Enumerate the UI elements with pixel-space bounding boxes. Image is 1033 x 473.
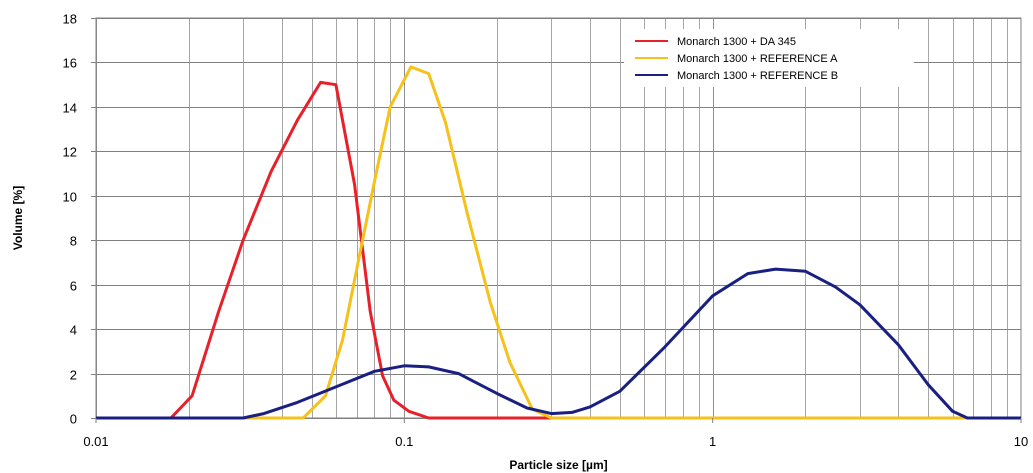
x-tick-label: 10 [1014, 434, 1028, 449]
y-tick-label: 2 [70, 368, 77, 383]
axes: 0 2 4 6 8 10 12 14 16 18 0.01 0.1 1 10 [63, 12, 1029, 450]
legend-label-1: Monarch 1300 + DA 345 [677, 36, 796, 48]
x-tick-label: 0.01 [83, 434, 108, 449]
y-tick-label: 0 [70, 412, 77, 427]
x-tick-label: 1 [709, 434, 716, 449]
legend: Monarch 1300 + DA 345 Monarch 1300 + REFE… [624, 29, 914, 87]
y-tick-label: 16 [63, 56, 77, 71]
legend-label-2: Monarch 1300 + REFERENCE A [677, 53, 838, 65]
y-tick-label: 18 [63, 12, 77, 27]
series-line-1 [96, 80, 1021, 420]
y-tick-label: 10 [63, 190, 77, 205]
y-tick-label: 14 [63, 101, 77, 116]
x-axis-title: Particle size [µm] [509, 458, 607, 472]
y-tick-label: 6 [70, 279, 77, 294]
legend-label-3: Monarch 1300 + REFERENCE B [677, 70, 838, 82]
grid [96, 18, 1021, 419]
series-layer [96, 65, 1021, 420]
series-line-2 [96, 65, 1021, 420]
x-tick-label: 0.1 [395, 434, 413, 449]
y-axis-title: Volume [%] [11, 186, 25, 250]
legend-box [624, 29, 914, 87]
y-tick-label: 8 [70, 234, 77, 249]
y-tick-label: 4 [70, 323, 77, 338]
y-tick-label: 12 [63, 145, 77, 160]
series-line-3 [96, 267, 1021, 420]
